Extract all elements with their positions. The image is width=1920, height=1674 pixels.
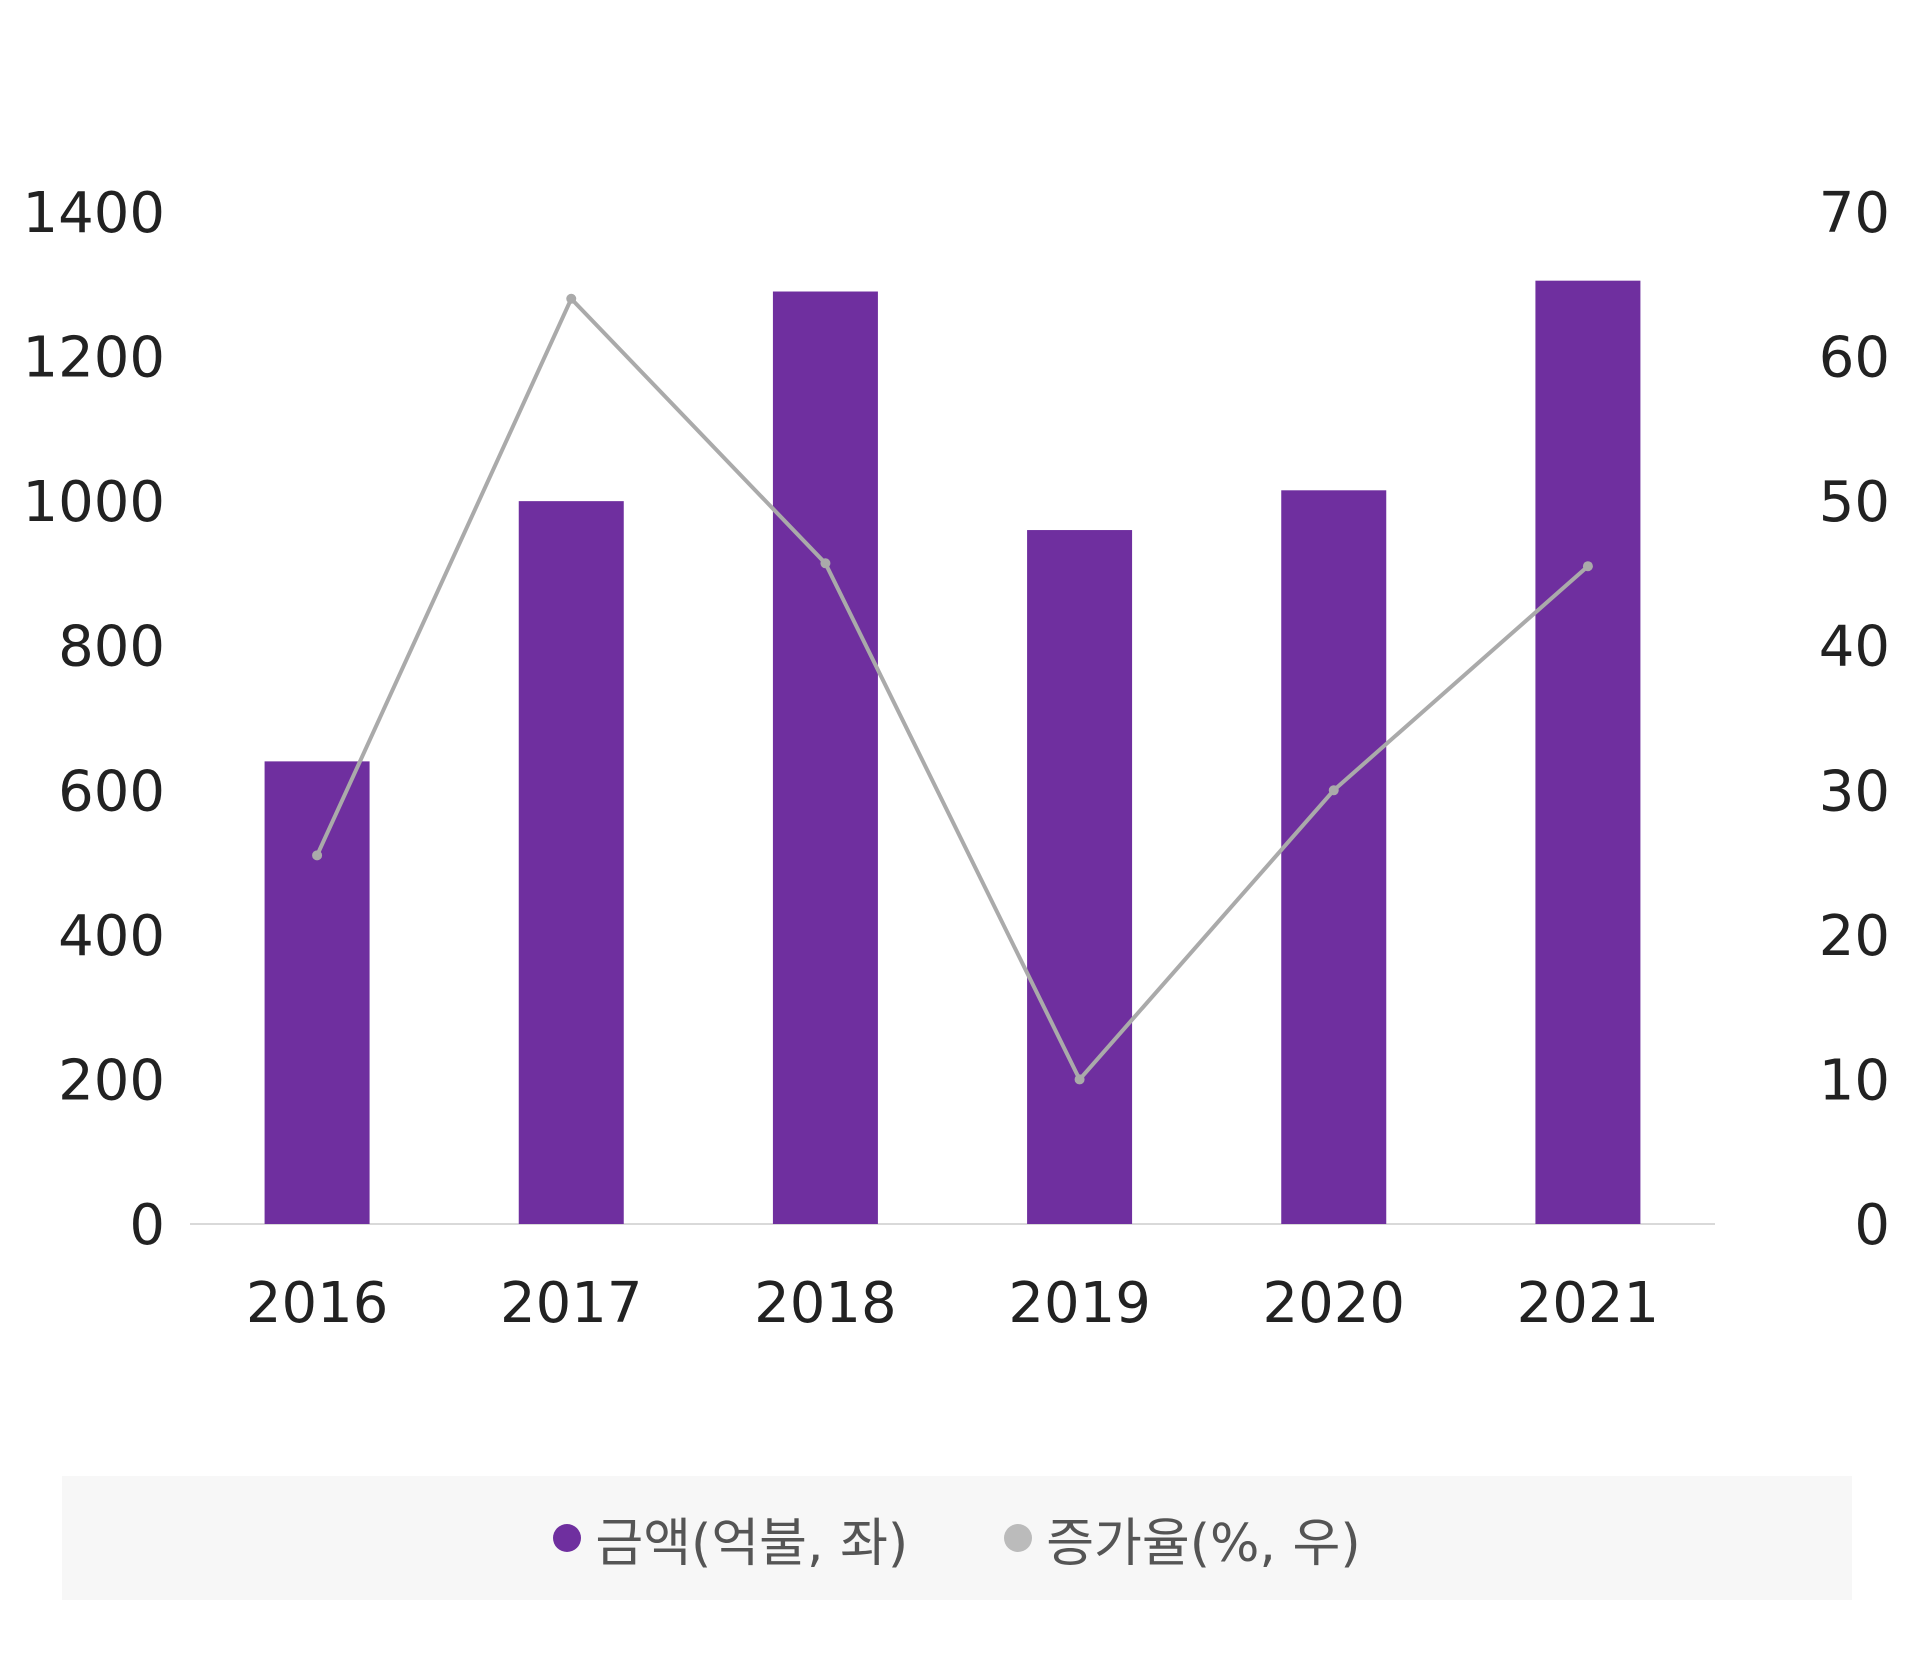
x-tick-label: 2019: [1008, 1271, 1151, 1336]
x-tick-label: 2020: [1262, 1271, 1405, 1336]
right-tick-label: 10: [1819, 1048, 1890, 1113]
right-tick-label: 0: [1854, 1193, 1890, 1258]
bar: [518, 501, 624, 1225]
right-tick-label: 40: [1819, 615, 1890, 680]
bar: [1535, 280, 1641, 1225]
legend-item-amount: 금액(억불, 좌): [553, 1501, 908, 1576]
bar: [264, 761, 370, 1224]
line-point: [1074, 1074, 1085, 1085]
legend-label-growth: 증가율(%, 우): [1046, 1513, 1361, 1574]
line-point: [312, 850, 323, 861]
right-tick-label: 50: [1819, 470, 1890, 535]
left-tick-label: 1000: [22, 470, 165, 535]
x-tick-label: 2021: [1517, 1271, 1660, 1336]
line-point: [820, 558, 831, 569]
bar-series: [264, 280, 1641, 1225]
x-tick-label: 2018: [754, 1271, 897, 1336]
right-tick-label: 60: [1819, 326, 1890, 391]
right-tick-label: 70: [1819, 181, 1890, 246]
left-tick-label: 800: [58, 615, 165, 680]
line-point: [566, 293, 577, 304]
left-tick-label: 400: [58, 904, 165, 969]
x-tick-label: 2017: [500, 1271, 643, 1336]
left-tick-label: 200: [58, 1048, 165, 1113]
bar: [1281, 490, 1387, 1224]
left-tick-label: 0: [129, 1193, 165, 1258]
x-axis-ticks: 2016 2017 2018 2019 2020 2021: [246, 1271, 1659, 1336]
bar: [1027, 530, 1133, 1224]
legend-dot-icon: [1004, 1524, 1033, 1552]
right-tick-label: 20: [1819, 904, 1890, 969]
right-tick-label: 30: [1819, 759, 1890, 824]
line-point: [1328, 785, 1339, 796]
right-axis-ticks: 0 10 20 30 40 50 60 70: [1819, 181, 1890, 1258]
left-axis-ticks: 0 200 400 600 800 1000 1200 1400: [22, 181, 165, 1258]
left-tick-label: 1200: [22, 326, 165, 391]
left-tick-label: 600: [58, 759, 165, 824]
line-series: [312, 293, 1593, 1085]
line-point: [1582, 561, 1593, 572]
left-tick-label: 1400: [22, 181, 165, 246]
growth-line: [315, 295, 1590, 1083]
bar: [772, 291, 878, 1224]
legend-dot-icon: [553, 1524, 582, 1552]
x-tick-label: 2016: [246, 1271, 389, 1336]
legend-item-growth: 증가율(%, 우): [1004, 1501, 1361, 1576]
legend: 금액(억불, 좌) 증가율(%, 우): [62, 1476, 1852, 1600]
legend-label-amount: 금액(억불, 좌): [595, 1513, 909, 1574]
